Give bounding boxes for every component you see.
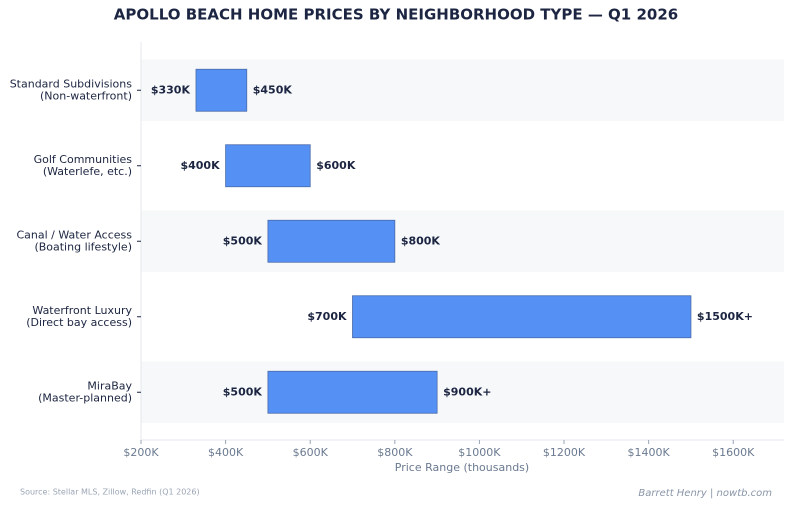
y-tick-label-line: Canal / Water Access xyxy=(16,228,132,241)
row-band xyxy=(141,59,784,121)
low-value-label: $500K xyxy=(223,385,263,398)
high-value-label: $800K xyxy=(401,234,441,247)
range-bar xyxy=(195,68,248,112)
x-tick-label: $600K xyxy=(293,446,329,459)
y-tick-label: Canal / Water Access (Boating lifestyle) xyxy=(16,228,132,253)
x-tick-label: $1200K xyxy=(543,446,586,459)
high-value-label: $1500K+ xyxy=(697,310,753,323)
y-tick-label: Waterfront Luxury (Direct bay access) xyxy=(26,304,132,329)
high-value-label: $450K xyxy=(253,83,293,96)
y-tick-label: Standard Subdivisions (Non-waterfront) xyxy=(10,77,133,102)
x-tick-label: $1600K xyxy=(712,446,755,459)
x-tick-label: $800K xyxy=(377,446,413,459)
y-tick-label-line: (Non-waterfront) xyxy=(40,89,132,102)
y-tick-label: Golf Communities (Waterlefe, etc.) xyxy=(34,153,133,178)
y-tick-label-line: Waterfront Luxury xyxy=(32,304,132,317)
range-bar xyxy=(352,295,692,339)
y-tick-label-line: Golf Communities xyxy=(34,153,133,166)
y-tick-label-line: (Master-planned) xyxy=(38,391,132,404)
x-tick-label: $1400K xyxy=(628,446,671,459)
x-tick-label: $200K xyxy=(123,446,159,459)
range-bar xyxy=(267,219,396,263)
low-value-label: $330K xyxy=(151,83,191,96)
low-value-label: $500K xyxy=(223,234,263,247)
y-tick-label-line: (Boating lifestyle) xyxy=(34,240,132,253)
y-tick-label-line: MiraBay xyxy=(87,379,132,392)
low-value-label: $700K xyxy=(307,310,347,323)
y-tick-label-line: Standard Subdivisions xyxy=(10,77,133,90)
range-bar xyxy=(225,144,311,188)
row-band xyxy=(141,361,784,423)
row-band xyxy=(141,210,784,272)
x-tick-label: $400K xyxy=(208,446,244,459)
plot-background xyxy=(141,59,784,423)
range-bar xyxy=(267,370,438,414)
credit: Barrett Henry | nowtb.com xyxy=(638,488,772,499)
high-value-label: $600K xyxy=(316,159,356,172)
chart-title: APOLLO BEACH HOME PRICES BY NEIGHBORHOOD… xyxy=(114,6,678,24)
high-value-label: $900K+ xyxy=(443,385,491,398)
x-axis-label: Price Range (thousands) xyxy=(395,461,529,474)
source-note: Source: Stellar MLS, Zillow, Redfin (Q1 … xyxy=(20,488,200,497)
y-tick-label: MiraBay (Master-planned) xyxy=(38,379,132,404)
x-tick-label: $1000K xyxy=(458,446,501,459)
y-tick-label-line: (Waterlefe, etc.) xyxy=(43,165,132,178)
low-value-label: $400K xyxy=(180,159,220,172)
y-tick-label-line: (Direct bay access) xyxy=(26,316,132,329)
